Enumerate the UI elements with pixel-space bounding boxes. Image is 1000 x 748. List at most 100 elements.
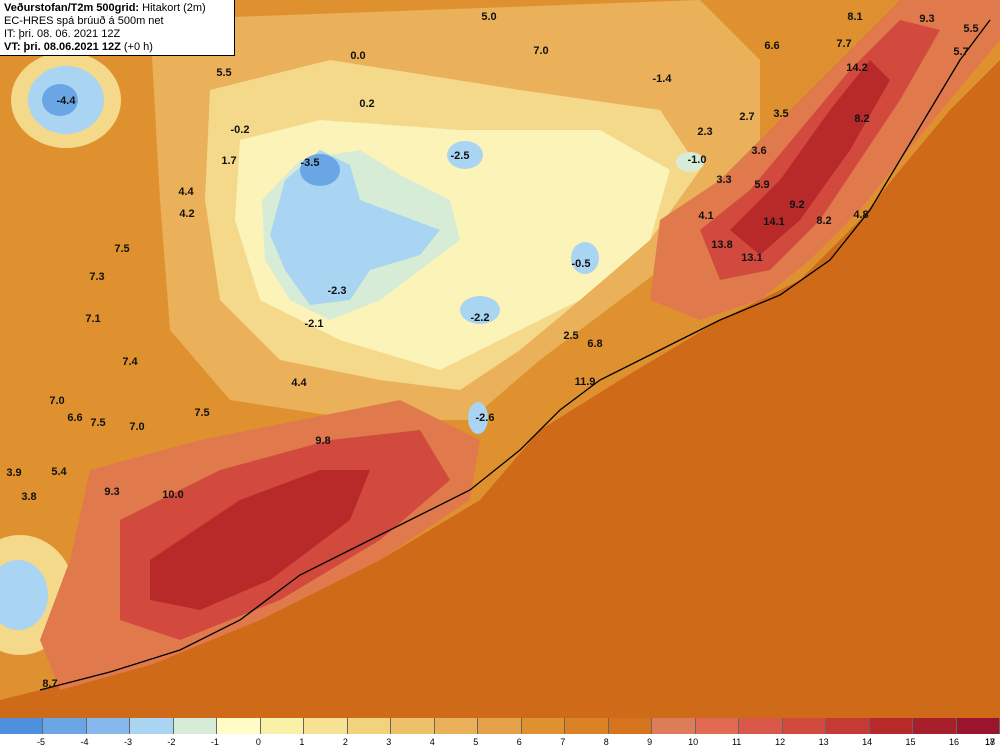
temperature-label: -2.1 xyxy=(304,318,324,330)
legend-swatch xyxy=(869,718,914,734)
temperature-label: 7.5 xyxy=(90,417,106,429)
temperature-label: 4.2 xyxy=(179,208,195,220)
legend-tick-label: 2 xyxy=(342,737,348,747)
legend-swatch xyxy=(260,718,305,734)
temperature-label: 2.5 xyxy=(563,330,579,342)
coastline-south xyxy=(39,19,991,691)
temperature-label: 7.5 xyxy=(114,243,130,255)
temperature-label: 13.8 xyxy=(711,239,733,251)
temperature-label: 7.0 xyxy=(49,395,65,407)
cold-spot-sw-blue xyxy=(0,560,48,630)
legend-tick-label: 17 xyxy=(984,737,996,747)
temperature-label: 4.1 xyxy=(698,210,714,222)
legend-swatch xyxy=(173,718,218,734)
legend-swatch xyxy=(739,718,783,734)
legend-swatch xyxy=(521,718,566,734)
legend-swatch xyxy=(304,718,348,734)
legend-tick-label: 13 xyxy=(818,737,829,747)
temperature-label: 7.0 xyxy=(129,421,145,433)
icecap-blue-4 xyxy=(468,402,488,434)
legend-tick-label: 8 xyxy=(603,737,609,747)
temperature-label: 5.0 xyxy=(481,11,497,23)
temperature-label: 5.5 xyxy=(216,67,232,79)
temperature-label: 9.3 xyxy=(919,13,935,25)
legend-swatch xyxy=(652,718,696,734)
temperature-label: 10.0 xyxy=(162,489,184,501)
hot-east-3 xyxy=(730,60,890,255)
temperature-label: 3.8 xyxy=(21,491,37,503)
temperature-map[interactable] xyxy=(0,0,1000,718)
legend-swatch xyxy=(695,718,740,734)
temperature-label: 5.4 xyxy=(51,466,67,478)
legend-tick-label: 14 xyxy=(862,737,873,747)
temperature-label: -0.5 xyxy=(571,258,591,270)
legend-tick-label: 10 xyxy=(688,737,699,747)
temperature-label: 0.2 xyxy=(359,98,375,110)
temperature-label: 5.5 xyxy=(963,23,979,35)
temperature-label: -2.5 xyxy=(450,150,470,162)
temperature-label: 7.0 xyxy=(533,45,549,57)
temperature-label: 0.0 xyxy=(350,50,366,62)
legend-tick-label: 0 xyxy=(255,737,261,747)
legend-tick-label: 1 xyxy=(299,737,305,747)
temperature-label: -4.4 xyxy=(56,95,76,107)
icecap-pale-2 xyxy=(676,152,704,172)
legend-tick-label: 4 xyxy=(429,737,435,747)
temperature-label: 14.1 xyxy=(763,216,785,228)
temperature-label: -0.2 xyxy=(230,124,250,136)
temperature-label: 1.7 xyxy=(221,155,237,167)
legend-swatch xyxy=(956,718,1000,734)
legend-swatch xyxy=(434,718,479,734)
legend-swatch xyxy=(391,718,435,734)
icecap-blue-5 xyxy=(447,141,483,169)
lead-time: (+0 h) xyxy=(120,41,153,53)
temperature-label: 3.3 xyxy=(716,174,732,186)
temperature-label: -2.6 xyxy=(475,412,495,424)
temperature-label: 7.7 xyxy=(836,38,852,50)
legend-tick-label: -1 xyxy=(210,737,219,747)
temperature-label: 7.4 xyxy=(122,356,138,368)
temperature-label: 4.8 xyxy=(853,209,869,221)
product-subtitle: Hitakort (2m) xyxy=(139,2,206,14)
temperature-label: 8.7 xyxy=(42,678,58,690)
legend-tick-label: 6 xyxy=(516,737,522,747)
temperature-label: 6.6 xyxy=(67,412,83,424)
temperature-label: 2.3 xyxy=(697,126,713,138)
temperature-label: 4.4 xyxy=(291,377,307,389)
legend-tick-label: 3 xyxy=(386,737,392,747)
temperature-label: 6.8 xyxy=(587,338,603,350)
hot-south-3 xyxy=(150,470,370,610)
temperature-label: 4.4 xyxy=(178,186,194,198)
legend-tick-label: 18 xyxy=(984,737,996,747)
legend-tick-label: 7 xyxy=(560,737,566,747)
legend-swatch xyxy=(0,718,44,734)
legend-tick-label: -4 xyxy=(80,737,89,747)
color-legend: -5 -4 -3 -2 -1 0 1 2 3 4 5 6 7 8 9 10 11 12 13 14 15 16 17 18 xyxy=(0,718,1000,748)
temperature-label: 5.9 xyxy=(754,179,770,191)
icecap-blue-3 xyxy=(571,242,599,274)
temperature-label: -1.4 xyxy=(652,73,672,85)
legend-swatch xyxy=(43,718,87,734)
temperature-label: 8.2 xyxy=(854,113,870,125)
temperature-label: 7.5 xyxy=(194,407,210,419)
temperature-label: 7.3 xyxy=(89,271,105,283)
valid-time: VT: þri. 08.06.2021 12Z xyxy=(4,41,121,53)
temperature-label: -2.3 xyxy=(327,285,347,297)
product-title: Veðurstofan/T2m 500grid: xyxy=(4,2,140,14)
icecap-deep-1 xyxy=(300,154,340,186)
legend-swatch xyxy=(217,718,261,734)
legend-swatch xyxy=(565,718,609,734)
legend-swatch xyxy=(347,718,392,734)
legend-swatch xyxy=(130,718,174,734)
temperature-label: -1.0 xyxy=(687,154,707,166)
temperature-label: 5.7 xyxy=(953,46,969,58)
temperature-label: 9.3 xyxy=(104,486,120,498)
temperature-label: 8.2 xyxy=(816,215,832,227)
temperature-label: -3.5 xyxy=(300,157,320,169)
cold-spot-nw-deep xyxy=(42,84,78,116)
legend-tick-label: 11 xyxy=(731,737,742,747)
legend-tick-label: -2 xyxy=(167,737,176,747)
temperature-label: 3.5 xyxy=(773,108,789,120)
legend-swatch xyxy=(782,718,827,734)
temperature-label: 9.8 xyxy=(315,435,331,447)
